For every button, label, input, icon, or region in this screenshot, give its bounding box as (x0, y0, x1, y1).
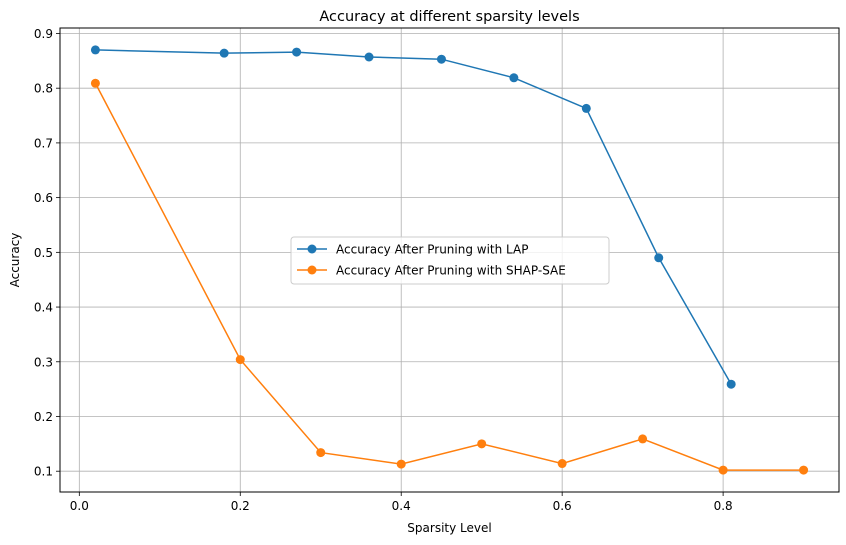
x-tick-label: 0.8 (714, 499, 733, 513)
data-point-shap-sae (90, 78, 100, 88)
x-tick-label: 0.0 (70, 499, 89, 513)
data-point-shap-sae (396, 459, 406, 469)
data-point-lap (436, 54, 446, 64)
data-point-lap (364, 52, 374, 62)
legend-marker-shap-sae (307, 265, 317, 275)
data-point-lap (90, 45, 100, 55)
legend: Accuracy After Pruning with LAP Accuracy… (290, 236, 610, 285)
ticks: 0.0 0.2 0.4 0.6 0.8 0.1 0.2 0.3 0.4 0.5 0.6 0.7 0.8 0… (34, 27, 733, 513)
data-point-shap-sae (638, 434, 648, 444)
y-tick-label: 0.8 (34, 82, 53, 96)
data-point-lap (219, 48, 229, 58)
data-point-lap (654, 253, 664, 263)
y-tick-label: 0.6 (34, 191, 53, 205)
data-point-lap (581, 103, 591, 113)
series-layer (90, 45, 809, 475)
chart-title: Accuracy at different sparsity levels (319, 9, 579, 25)
data-point-shap-sae (477, 439, 487, 449)
data-point-lap (726, 379, 736, 389)
y-tick-label: 0.7 (34, 136, 53, 150)
data-point-shap-sae (235, 355, 245, 365)
y-tick-label: 0.5 (34, 246, 53, 260)
x-axis-label: Sparsity Level (407, 521, 491, 535)
y-axis-label: Accuracy (8, 233, 22, 288)
data-point-lap (292, 47, 302, 57)
legend-label-lap: Accuracy After Pruning with LAP (336, 243, 528, 257)
y-tick-label: 0.4 (34, 301, 53, 315)
data-point-lap (509, 73, 519, 83)
legend-box (290, 236, 610, 285)
data-point-shap-sae (316, 448, 326, 458)
y-tick-label: 0.1 (34, 465, 53, 479)
legend-label-shap-sae: Accuracy After Pruning with SHAP-SAE (336, 264, 566, 278)
data-point-shap-sae (799, 465, 809, 475)
x-tick-label: 0.2 (231, 499, 250, 513)
plot-frame (59, 27, 840, 493)
y-tick-label: 0.3 (34, 355, 53, 369)
legend-marker-lap (307, 244, 317, 254)
y-tick-label: 0.2 (34, 410, 53, 424)
x-tick-label: 0.4 (392, 499, 411, 513)
y-tick-label: 0.9 (34, 27, 53, 41)
data-point-shap-sae (557, 459, 567, 469)
x-tick-label: 0.6 (553, 499, 572, 513)
data-point-shap-sae (718, 465, 728, 475)
